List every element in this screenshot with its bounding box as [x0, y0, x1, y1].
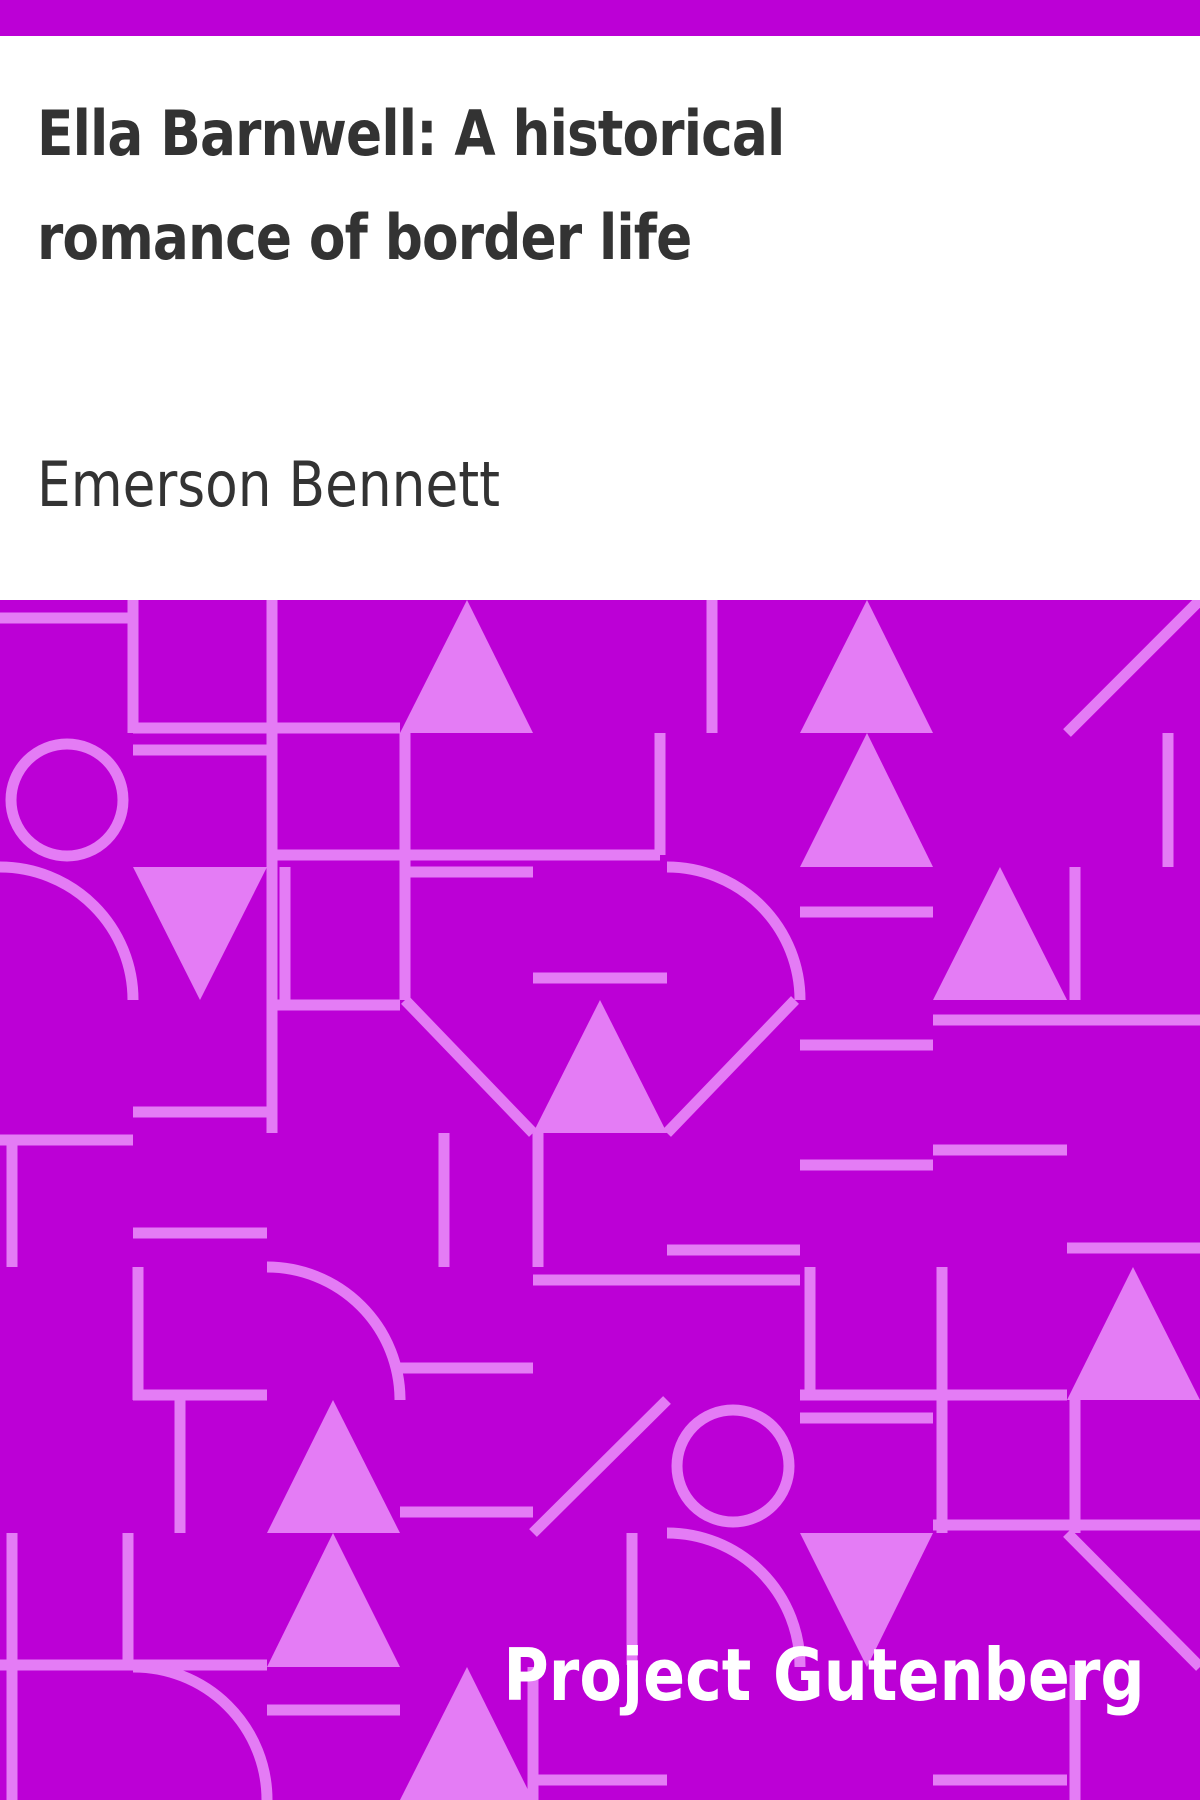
pattern-triangle: [267, 1400, 400, 1533]
pattern-arc: [266, 1261, 406, 1401]
pattern-triangle: [267, 1533, 400, 1667]
pattern-triangle: [800, 1533, 933, 1667]
book-author: Emerson Bennett: [37, 448, 501, 521]
pattern-arc: [666, 1527, 806, 1668]
pattern-background: [0, 600, 1200, 1800]
pattern-line: [1063, 600, 1200, 737]
pattern-triangle: [933, 867, 1067, 1000]
pattern-triangle: [533, 1000, 667, 1133]
publisher-name: Project Gutenberg: [503, 1633, 1145, 1717]
geometric-pattern: [0, 600, 1200, 1800]
pattern-arc: [0, 861, 139, 1001]
pattern-triangle: [400, 600, 533, 733]
pattern-triangle: [800, 600, 933, 733]
top-color-band: [0, 0, 1200, 36]
pattern-line: [529, 1396, 671, 1537]
pattern-shapes: [0, 600, 1200, 1800]
pattern-triangle: [133, 867, 267, 1000]
pattern-triangle: [800, 733, 933, 867]
pattern-circle: [5, 738, 129, 862]
pattern-line: [1063, 1529, 1200, 1671]
pattern-triangle: [400, 1667, 533, 1800]
pattern-triangles: [133, 600, 1200, 1800]
pattern-line: [663, 996, 799, 1137]
pattern-line: [401, 996, 537, 1137]
pattern-arc: [666, 861, 806, 1001]
pattern-triangle: [1067, 1267, 1200, 1400]
pattern-circle: [671, 1404, 795, 1528]
pattern-arc: [132, 1661, 273, 1800]
book-title: Ella Barnwell: A historical romance of b…: [37, 97, 785, 274]
